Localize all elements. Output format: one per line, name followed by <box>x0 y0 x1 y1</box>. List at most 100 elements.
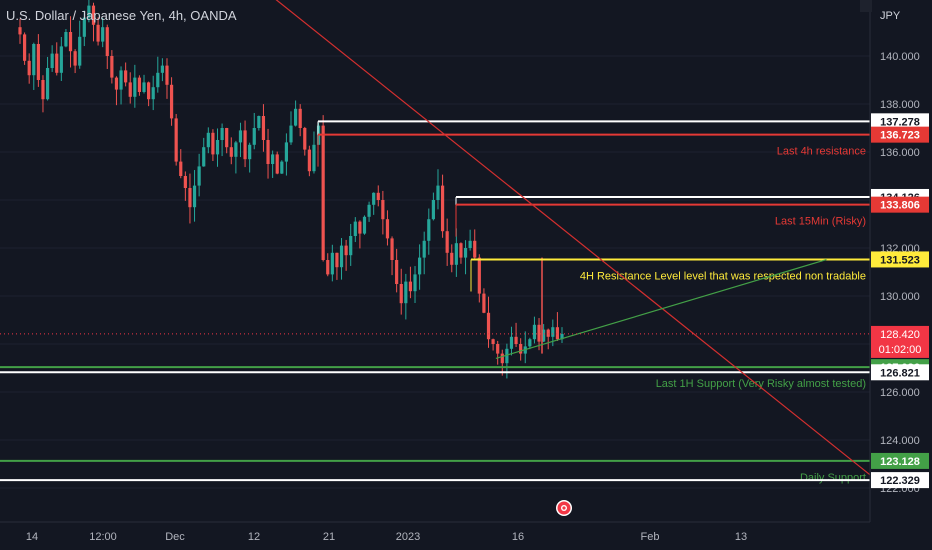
time-axis[interactable] <box>0 522 932 550</box>
candle-body <box>372 192 376 205</box>
x-tick-label: Dec <box>165 531 185 543</box>
candle-body <box>289 125 293 143</box>
candle-body <box>408 281 413 292</box>
candle-body <box>367 204 371 217</box>
candle-body <box>560 333 564 340</box>
candle-body <box>353 221 357 236</box>
candle-body <box>440 185 445 232</box>
candle-body <box>413 274 417 292</box>
candle-body <box>303 128 307 150</box>
price-badge <box>871 196 929 213</box>
trendline-red <box>275 0 871 476</box>
candle-body <box>528 339 532 347</box>
candle-body <box>349 236 353 256</box>
candle-body <box>206 132 210 148</box>
price-badge <box>871 452 929 469</box>
candle-body <box>133 77 137 97</box>
price-badge-text: 137.278 <box>880 116 920 128</box>
candle-body <box>238 130 243 143</box>
level-label: Daily Support <box>800 472 866 484</box>
candle-body <box>491 339 495 344</box>
candle-body <box>555 327 560 340</box>
candle-body <box>87 5 91 18</box>
candle-body <box>64 32 68 47</box>
candle-body <box>399 284 403 304</box>
candle-body <box>243 130 247 160</box>
horizontal-levels: Last 4h resistance Last 15Min (Risky) 4H R… <box>0 120 870 484</box>
candle-body <box>147 82 151 100</box>
candle-body <box>395 260 399 284</box>
candle-body <box>27 60 31 76</box>
candle-body <box>229 147 233 157</box>
replay-marker-icon[interactable] <box>556 500 572 516</box>
candle-body <box>358 221 362 234</box>
candle-body <box>114 77 119 90</box>
candle-body <box>344 245 348 256</box>
x-tick-label: 13 <box>735 531 747 543</box>
candle-body <box>450 252 454 265</box>
level-label: 4H Resistance Level level that was respe… <box>580 270 866 282</box>
candle-body <box>468 240 472 248</box>
price-badge-text: 131.523 <box>880 254 920 266</box>
candle-body <box>486 312 491 340</box>
candle-body <box>519 344 523 354</box>
price-badge <box>871 364 929 381</box>
currency-label: JPY <box>880 10 901 22</box>
candle-body <box>91 5 96 25</box>
x-tick-label: 21 <box>323 531 335 543</box>
candle-body <box>220 128 224 140</box>
candle-body <box>78 36 82 66</box>
candle-body <box>110 56 114 78</box>
gridlines <box>0 55 870 489</box>
candle-body <box>50 53 54 68</box>
candle-body <box>284 142 289 162</box>
candle-body <box>330 252 334 275</box>
candle-body <box>119 70 123 90</box>
candle-body <box>298 108 302 128</box>
candle-body <box>174 118 178 162</box>
price-badge-text: 133.806 <box>880 200 920 212</box>
trendlines <box>275 0 871 476</box>
candle-body <box>307 149 311 172</box>
candle-body <box>36 44 40 80</box>
price-badge <box>871 251 929 268</box>
candle-body <box>326 260 330 275</box>
candle-body <box>390 238 394 260</box>
x-tick-label: Feb <box>641 531 660 543</box>
candle-body <box>82 17 86 37</box>
candle-body <box>473 240 477 258</box>
countdown-timer: 01:02:00 <box>879 344 922 356</box>
candle-body <box>169 84 174 119</box>
price-badge-text: 136.723 <box>880 130 920 142</box>
candle-body <box>248 144 252 160</box>
y-tick-label: 130.000 <box>880 291 920 303</box>
candle-body <box>275 154 279 174</box>
candle-body <box>59 46 63 73</box>
candle-body <box>459 243 463 258</box>
candle-body <box>335 252 339 268</box>
candle-body <box>142 82 146 92</box>
candle-body <box>96 24 100 42</box>
candle-body <box>197 166 201 186</box>
candle-body <box>537 324 541 342</box>
candle-body <box>551 327 555 337</box>
candle-body <box>339 245 344 268</box>
candle-body <box>188 188 192 208</box>
current-price-badge: 128.420 01:02:00 <box>871 325 929 358</box>
x-tick-label: 16 <box>512 531 524 543</box>
price-badge-text: 126.821 <box>880 367 920 379</box>
candle-body <box>124 70 128 83</box>
candle-body <box>445 231 449 253</box>
y-tick-label: 136.000 <box>880 147 920 159</box>
candle-body <box>68 32 73 52</box>
candle-body <box>463 248 468 258</box>
candle-body <box>257 116 261 128</box>
settings-corner[interactable] <box>860 0 872 12</box>
current-price-value: 128.420 <box>880 329 920 341</box>
candle-body <box>454 243 458 265</box>
candle-body <box>427 219 431 241</box>
candle-body <box>137 77 142 92</box>
candle-body <box>45 68 50 100</box>
candle-body <box>192 185 197 208</box>
